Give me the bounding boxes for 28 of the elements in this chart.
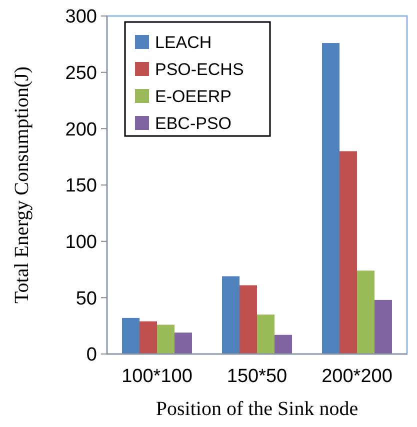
legend-label: PSO-ECHS	[155, 60, 244, 79]
bar	[140, 321, 157, 354]
y-tick-label: 250	[65, 62, 97, 84]
bar	[174, 332, 192, 354]
x-tick-label: 100*100	[122, 366, 192, 387]
bar	[322, 43, 340, 354]
bar	[274, 334, 292, 354]
y-tick-label: 100	[65, 232, 97, 253]
y-tick-label: 0	[86, 344, 97, 366]
legend-label: LEACH	[155, 32, 212, 52]
y-axis-title: Total Energy Consumption(J)	[11, 66, 33, 304]
y-tick-label: 300	[65, 6, 97, 28]
bar	[357, 270, 374, 354]
bar	[340, 151, 357, 354]
legend-label: E-OEERP	[155, 86, 232, 106]
y-tick-label: 50	[76, 288, 97, 310]
x-axis-title: Position of the Sink node	[156, 398, 358, 420]
bar	[374, 300, 392, 354]
bar	[257, 314, 274, 354]
bar	[157, 324, 174, 354]
bar	[240, 285, 257, 354]
y-tick-label: 200	[65, 119, 97, 140]
bar	[222, 276, 240, 354]
legend-label: EBC-PSO	[155, 114, 232, 133]
x-tick-label: 200*200	[322, 366, 392, 387]
bar	[122, 318, 140, 354]
y-tick-label: 150	[65, 176, 97, 197]
x-tick-label: 150*50	[226, 366, 288, 387]
